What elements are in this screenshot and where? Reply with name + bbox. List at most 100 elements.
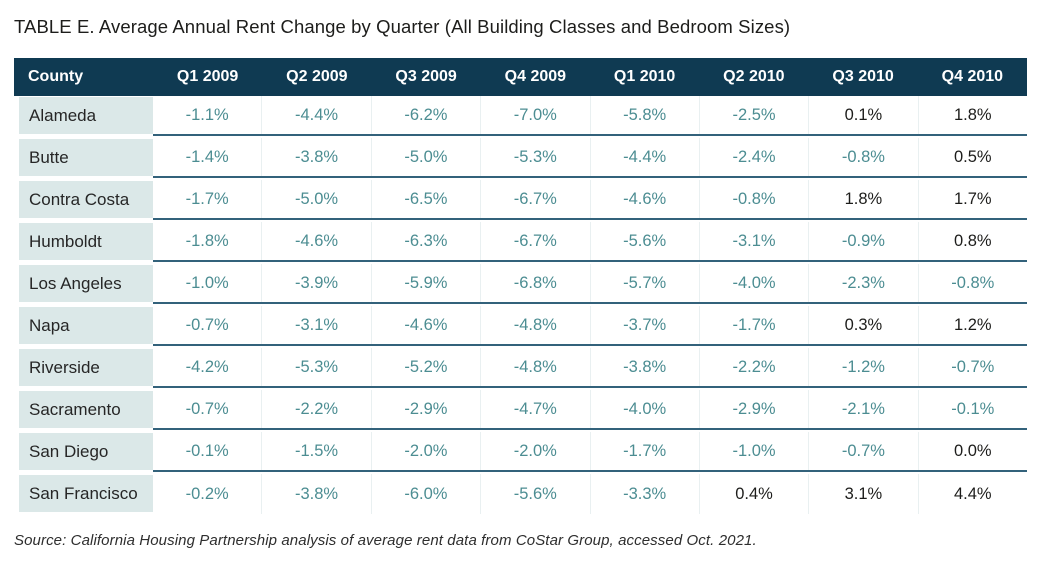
county-name: Sacramento xyxy=(19,391,153,428)
value-cell: -2.4% xyxy=(700,138,810,176)
row-label-cell: Los Angeles xyxy=(14,264,153,306)
value-cell: -4.6% xyxy=(262,222,372,260)
row-values: -1.4% -3.8% -5.0% -5.3% -4.4% -2.4% -0.8% 0.5% xyxy=(153,138,1027,178)
value-cell: -1.1% xyxy=(153,96,263,134)
value-cell: 1.8% xyxy=(954,105,992,124)
row-values: -4.2% -5.3% -5.2% -4.8% -3.8% -2.2% -1.2% -0.7% xyxy=(153,348,1027,388)
value-cell: -6.7% xyxy=(481,222,591,260)
value-cell: -5.0% xyxy=(262,180,372,218)
value-cell: -0.7% xyxy=(809,432,919,470)
value-cell: -2.1% xyxy=(809,390,919,428)
value-cell: -5.7% xyxy=(591,264,700,302)
value-cell: -3.8% xyxy=(591,348,700,386)
row-values: -1.1% -4.4% -6.2% -7.0% -5.8% -2.5% 0.1% 1.8% xyxy=(153,96,1027,136)
value-cell: -5.2% xyxy=(372,348,482,386)
value-cell: 0.5% xyxy=(954,147,992,166)
value-cell: -0.7% xyxy=(153,390,263,428)
county-name: Contra Costa xyxy=(19,181,153,218)
row-values: -0.7% -3.1% -4.6% -4.8% -3.7% -1.7% 0.3% 1.2% xyxy=(153,306,1027,346)
table-row: Butte -1.4% -3.8% -5.0% -5.3% -4.4% -2.4% -0.8%… xyxy=(14,138,1027,180)
table-row: Humboldt -1.8% -4.6% -6.3% -6.7% -5.6% -3.1% -0… xyxy=(14,222,1027,264)
value-cell: -3.8% xyxy=(262,474,372,514)
value-cell: -0.7% xyxy=(951,357,995,376)
value-cell: 3.1% xyxy=(809,474,919,514)
value-cell: 0.4% xyxy=(700,474,810,514)
value-cell: -5.6% xyxy=(481,474,591,514)
value-cell: -5.6% xyxy=(591,222,700,260)
county-name: Napa xyxy=(19,307,153,344)
row-label-cell: Alameda xyxy=(14,96,153,138)
value-cell: -0.1% xyxy=(951,399,995,418)
value-cell: -5.8% xyxy=(591,96,700,134)
source-note: Source: California Housing Partnership a… xyxy=(14,532,757,549)
value-cell: -6.3% xyxy=(372,222,482,260)
value-cell: -6.0% xyxy=(372,474,482,514)
value-cell: -4.8% xyxy=(481,348,591,386)
value-cell: -1.0% xyxy=(700,432,810,470)
value-cell: -2.0% xyxy=(372,432,482,470)
row-label-cell: San Diego xyxy=(14,432,153,474)
value-cell: -4.8% xyxy=(481,306,591,344)
value-cell: -1.4% xyxy=(153,138,263,176)
table-header-row: County Q1 2009 Q2 2009 Q3 2009 Q4 2009 Q1 201… xyxy=(14,58,1027,96)
value-cell: -3.3% xyxy=(591,474,700,514)
value-cell: -1.0% xyxy=(153,264,263,302)
table-row: San Diego -0.1% -1.5% -2.0% -2.0% -1.7% -1.0% -… xyxy=(14,432,1027,474)
value-cell: 0.3% xyxy=(809,306,919,344)
value-cell: -6.2% xyxy=(372,96,482,134)
value-cell: -2.5% xyxy=(700,96,810,134)
county-name: Riverside xyxy=(19,349,153,386)
value-cell: -4.6% xyxy=(591,180,700,218)
value-cell: -1.8% xyxy=(153,222,263,260)
page: TABLE E. Average Annual Rent Change by Q… xyxy=(14,16,1027,549)
value-cell: -4.6% xyxy=(372,306,482,344)
row-label-cell: Napa xyxy=(14,306,153,348)
value-cell: 1.8% xyxy=(809,180,919,218)
value-cell: -6.5% xyxy=(372,180,482,218)
value-cell: 0.0% xyxy=(954,441,992,460)
value-cell: -4.2% xyxy=(153,348,263,386)
row-label-cell: Humboldt xyxy=(14,222,153,264)
header-cell-county: County xyxy=(28,68,84,85)
rent-change-table: County Q1 2009 Q2 2009 Q3 2009 Q4 2009 Q1 201… xyxy=(14,58,1027,516)
value-cell: -2.2% xyxy=(262,390,372,428)
value-cell: -5.9% xyxy=(372,264,482,302)
value-cell: -2.3% xyxy=(809,264,919,302)
value-cell: -5.3% xyxy=(262,348,372,386)
value-cell: -3.7% xyxy=(591,306,700,344)
row-label-cell: Butte xyxy=(14,138,153,180)
value-cell: -3.1% xyxy=(262,306,372,344)
row-label-cell: Contra Costa xyxy=(14,180,153,222)
value-cell: 0.1% xyxy=(809,96,919,134)
value-cell: -0.2% xyxy=(153,474,263,514)
table-body: Alameda -1.1% -4.4% -6.2% -7.0% -5.8% -2.5% 0.1… xyxy=(14,96,1027,516)
header-cell-q2-2009: Q2 2009 xyxy=(286,68,348,85)
value-cell: -1.7% xyxy=(700,306,810,344)
value-cell: -4.4% xyxy=(591,138,700,176)
table-row: Los Angeles -1.0% -3.9% -5.9% -6.8% -5.7% -4.0… xyxy=(14,264,1027,306)
header-cell-q3-2010: Q3 2010 xyxy=(832,68,894,85)
header-cell-q3-2009: Q3 2009 xyxy=(395,68,457,85)
value-cell: -2.9% xyxy=(372,390,482,428)
header-cell-q4-2010: Q4 2010 xyxy=(941,68,1004,85)
table-row: Napa -0.7% -3.1% -4.6% -4.8% -3.7% -1.7% 0.3% 1.… xyxy=(14,306,1027,348)
value-cell: -3.9% xyxy=(262,264,372,302)
value-cell: 0.8% xyxy=(954,231,992,250)
county-name: Los Angeles xyxy=(19,265,153,302)
header-cell-q1-2009: Q1 2009 xyxy=(176,68,239,85)
table-row: Contra Costa -1.7% -5.0% -6.5% -6.7% -4.6% -0.… xyxy=(14,180,1027,222)
row-values: -1.7% -5.0% -6.5% -6.7% -4.6% -0.8% 1.8% 1.7% xyxy=(153,180,1027,220)
value-cell: -1.7% xyxy=(591,432,700,470)
table-row: Riverside -4.2% -5.3% -5.2% -4.8% -3.8% -2.2% -… xyxy=(14,348,1027,390)
county-name: San Francisco xyxy=(19,475,153,512)
value-cell: -0.8% xyxy=(951,273,995,292)
value-cell: -0.9% xyxy=(809,222,919,260)
value-cell: -4.0% xyxy=(700,264,810,302)
value-cell: 1.2% xyxy=(954,315,992,334)
value-cell: 4.4% xyxy=(954,484,992,503)
table-title: TABLE E. Average Annual Rent Change by Q… xyxy=(14,16,791,37)
value-cell: -0.7% xyxy=(153,306,263,344)
value-cell: -0.8% xyxy=(809,138,919,176)
value-cell: -1.5% xyxy=(262,432,372,470)
header-cell-q4-2009: Q4 2009 xyxy=(504,68,567,85)
